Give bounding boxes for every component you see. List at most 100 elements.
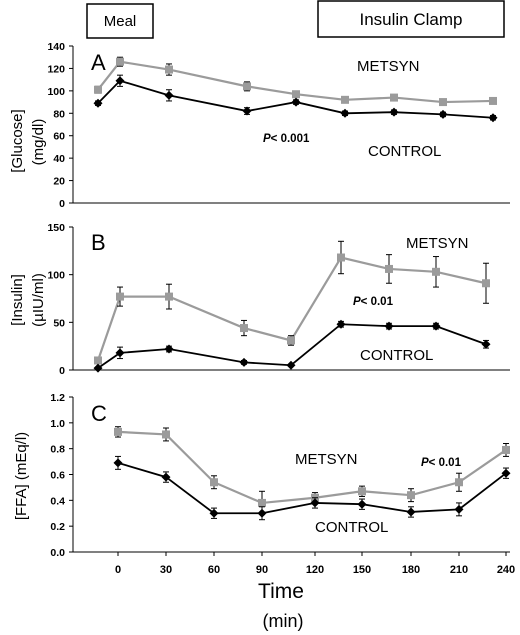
panel-b-control-point [431, 321, 441, 331]
clamp-box [317, 0, 505, 38]
panel-a-control-point [93, 98, 103, 108]
x-tick-label: 150 [353, 564, 371, 576]
meal-label: Meal [104, 13, 137, 30]
panel-a-letter: A [91, 50, 106, 75]
panel-a-metsyn-point [94, 85, 102, 94]
panel-c-metsyn-point [358, 487, 366, 496]
clamp-label: Insulin Clamp [360, 10, 463, 29]
panel-b-metsyn-point [385, 264, 393, 273]
panel-a-metsyn-point [243, 82, 251, 91]
panel-a-metsyn-point [489, 96, 497, 105]
panel-c-control-point [454, 504, 464, 514]
panel-c-metsyn-label: METSYN [295, 451, 358, 468]
panel-c-metsyn-point [258, 498, 266, 507]
panel-b-metsyn-point [116, 292, 124, 301]
panel-a-pvalue-value: < 0.001 [271, 133, 310, 145]
panel-b: 0 50 100 150 B [Insulin] (µIU/ml) METSYN CO… [9, 222, 510, 377]
x-tick-label: 180 [402, 564, 420, 576]
panel-a-control-point [438, 109, 448, 119]
x-tick-label: 90 [256, 564, 268, 576]
panel-c-metsyn-point [502, 445, 510, 454]
panel-b-ylabel-2: (µIU/ml) [30, 273, 47, 327]
panel-b-pvalue-p: P [353, 296, 361, 308]
panel-c: 0.0 0.2 0.4 0.6 0.8 1.0 1.2 C [FFA] (mEq/l) ME… [13, 392, 511, 559]
x-tick-label: 240 [497, 564, 515, 576]
x-tick-label: 120 [306, 564, 324, 576]
panel-a-ytick-label: 60 [53, 131, 65, 143]
panel-a-metsyn-point [165, 65, 173, 74]
panel-b-letter: B [91, 230, 106, 255]
panel-a-ytick-label: 120 [47, 63, 65, 75]
panel-a-ytick-label: 20 [53, 176, 65, 188]
panel-a-ytick-label: 40 [53, 153, 65, 165]
panel-a-ylabel-2: (mg/dl) [30, 119, 47, 166]
panel-a-control-point [164, 90, 174, 100]
panel-b-metsyn-point [287, 336, 295, 345]
x-tick-label: 0 [115, 564, 121, 576]
panel-c-metsyn-point [210, 478, 218, 487]
meal-box [86, 3, 154, 39]
panel-b-control-point [336, 319, 346, 329]
panel-c-control-point [209, 508, 219, 518]
x-axis-title: Time [258, 580, 304, 603]
panel-b-ytick-label: 0 [59, 365, 65, 377]
panel-c-pvalue-value: < 0.01 [429, 457, 462, 469]
panel-a-metsyn-point [390, 93, 398, 102]
panel-c-control-label: CONTROL [315, 519, 388, 536]
panel-a-metsyn-point [341, 95, 349, 104]
x-tick-label: 60 [208, 564, 220, 576]
panel-c-ytick-label: 0.4 [50, 495, 65, 507]
panel-a-metsyn-label: METSYN [357, 58, 420, 75]
panel-a-ytick-label: 100 [47, 86, 65, 98]
panel-b-metsyn-point [482, 279, 490, 288]
panel-b-control-label: CONTROL [360, 347, 433, 364]
panel-b-control-point [164, 344, 174, 354]
panel-c-pvalue: P< 0.01 [421, 457, 462, 469]
panel-c-ytick-label: 1.2 [50, 392, 65, 404]
x-axis-unit: (min) [263, 611, 304, 631]
panel-c-ytick-label: 0.0 [50, 547, 65, 559]
panel-c-control-point [406, 507, 416, 517]
panel-c-control-point [310, 498, 320, 508]
panel-b-pvalue-value: < 0.01 [361, 296, 394, 308]
panel-c-metsyn-point [455, 478, 463, 487]
panel-a-metsyn-point [116, 57, 124, 66]
panel-c-ylabel: [FFA] (mEq/l) [13, 432, 30, 520]
panel-b-control-point [286, 360, 296, 370]
panel-b-ylabel-1: [Insulin] [9, 274, 26, 326]
x-tick-label: 210 [450, 564, 468, 576]
panel-a-control-point [340, 108, 350, 118]
panel-c-ytick-label: 0.6 [50, 470, 65, 482]
panel-c-metsyn-point [162, 430, 170, 439]
panel-c-metsyn-point [407, 491, 415, 500]
panel-c-control-point [501, 468, 511, 478]
panel-b-control-point [384, 321, 394, 331]
panel-b-control-point [93, 363, 103, 373]
panel-c-ytick-label: 0.2 [50, 521, 65, 533]
panel-c-control-point [257, 508, 267, 518]
panel-c-metsyn-point [114, 427, 122, 436]
panel-a-control-point [115, 76, 125, 86]
panel-a-metsyn-point [439, 98, 447, 107]
panel-a-control-point [488, 113, 498, 123]
panel-c-control-point [113, 458, 123, 468]
panel-b-metsyn-point [337, 253, 345, 262]
panel-b-pvalue: P< 0.01 [353, 296, 394, 308]
panel-a-control-point [291, 97, 301, 107]
panel-b-control-point [239, 357, 249, 367]
panel-c-control-point [357, 499, 367, 509]
panel-b-ytick-label: 150 [47, 222, 65, 234]
panel-a-metsyn-point [292, 90, 300, 99]
panel-c-control-line [117, 462, 507, 515]
panel-b-control-point [481, 339, 491, 349]
panel-b-metsyn-point [165, 292, 173, 301]
panel-a: 0 20 40 60 80 100 120 140 A [Glucose] (mg/dl) M… [9, 41, 510, 210]
panel-b-ytick-label: 50 [53, 317, 65, 329]
panel-a-control-point [242, 106, 252, 116]
panel-a-pvalue-p: P [263, 133, 271, 145]
panel-a-control-point [389, 107, 399, 117]
panel-a-ylabel-1: [Glucose] [9, 109, 26, 172]
panel-a-pvalue: P< 0.001 [263, 133, 310, 145]
panel-b-metsyn-point [240, 324, 248, 333]
